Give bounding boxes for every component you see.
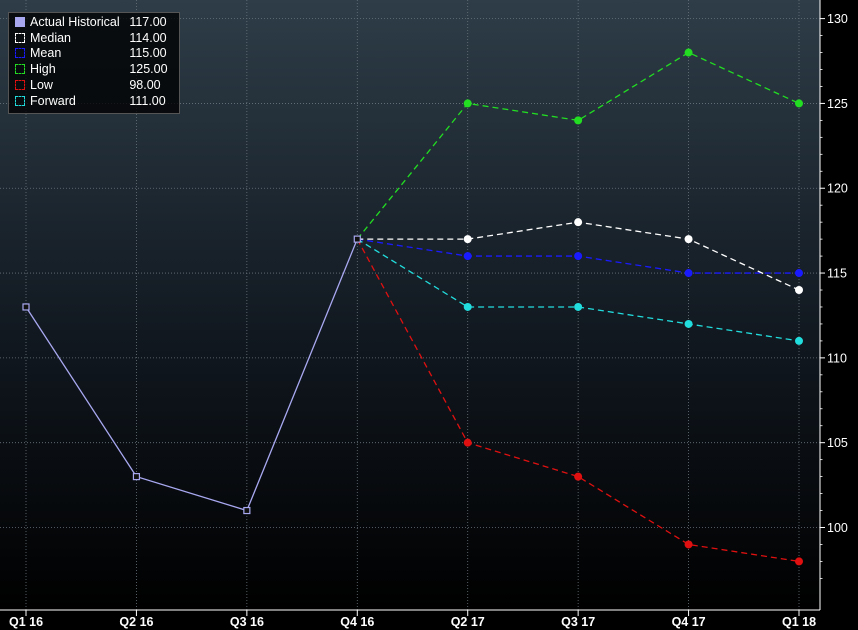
data-point[interactable]	[684, 540, 693, 549]
x-axis-background	[0, 610, 858, 630]
data-point[interactable]	[353, 235, 361, 243]
y-tick-label: 105	[827, 436, 848, 450]
x-tick-label: Q1 18	[782, 615, 816, 629]
data-point[interactable]	[684, 235, 693, 244]
data-point[interactable]	[574, 218, 583, 227]
data-point[interactable]	[574, 302, 583, 311]
y-tick-label: 120	[827, 182, 848, 196]
y-tick-label: 115	[827, 267, 847, 281]
series-layer	[22, 48, 803, 566]
data-point[interactable]	[684, 48, 693, 57]
data-point[interactable]	[795, 557, 803, 566]
data-point[interactable]	[463, 235, 472, 244]
legend-swatch	[15, 16, 25, 27]
x-tick-label: Q2 16	[119, 615, 153, 629]
y-axis-background	[820, 0, 858, 630]
x-tick-label: Q3 16	[230, 615, 264, 629]
series-high	[356, 48, 803, 240]
data-point[interactable]	[795, 286, 803, 295]
legend-swatch	[15, 95, 25, 106]
data-point[interactable]	[132, 473, 141, 481]
series-line	[356, 238, 800, 563]
data-point[interactable]	[574, 252, 583, 261]
legend-label: High	[30, 62, 56, 77]
data-point[interactable]	[463, 302, 472, 311]
legend-item[interactable]: Forward 111.00	[15, 93, 179, 109]
legend-value: 98.00	[129, 78, 161, 93]
legend-value: 117.00	[129, 14, 167, 29]
y-tick-label: 110	[827, 351, 847, 365]
series-mean	[357, 238, 803, 278]
x-tick-label: Q4 17	[672, 615, 706, 629]
legend-value: 114.00	[129, 30, 167, 45]
x-tick-label: Q1 16	[9, 615, 43, 629]
data-point[interactable]	[574, 472, 583, 481]
legend-swatch	[15, 64, 25, 75]
data-point[interactable]	[463, 252, 472, 261]
series-line	[25, 238, 358, 512]
y-tick-label: 125	[827, 97, 848, 111]
series-median	[357, 218, 803, 295]
series-low	[356, 238, 803, 566]
legend-swatch	[15, 80, 25, 91]
y-tick-label: 100	[827, 521, 848, 535]
series-actual-historical	[22, 235, 361, 515]
data-point[interactable]	[463, 438, 472, 447]
legend-item[interactable]: Median 114.00	[15, 30, 179, 46]
x-tick-label: Q2 17	[451, 615, 485, 629]
legend-item[interactable]: Mean 115.00	[15, 46, 179, 62]
legend-swatch	[15, 48, 25, 59]
data-point[interactable]	[243, 506, 251, 515]
legend-label: Forward	[30, 93, 76, 108]
series-forward	[356, 238, 803, 345]
data-point[interactable]	[795, 269, 803, 278]
legend-item[interactable]: High 125.00	[15, 61, 179, 77]
legend-item[interactable]: Low 98.00	[15, 77, 179, 93]
data-point[interactable]	[795, 336, 803, 345]
legend-label: Median	[30, 30, 71, 45]
x-tick-label: Q3 17	[561, 615, 595, 629]
data-point[interactable]	[684, 319, 693, 328]
legend-label: Mean	[30, 46, 62, 61]
y-tick-label: 130	[827, 12, 848, 26]
data-point[interactable]	[463, 99, 472, 108]
legend-item[interactable]: Actual Historical 117.00	[15, 14, 179, 30]
legend-value: 111.00	[129, 93, 166, 108]
data-point[interactable]	[22, 303, 30, 311]
data-point[interactable]	[795, 99, 803, 108]
data-point[interactable]	[684, 269, 693, 278]
legend[interactable]: Actual Historical 117.00 Median 114.00 Mean 1…	[8, 12, 180, 114]
legend-value: 125.00	[129, 62, 168, 77]
x-tick-label: Q4 16	[340, 615, 374, 629]
legend-value: 115.00	[129, 46, 167, 61]
legend-swatch	[15, 32, 25, 43]
legend-label: Actual Historical	[30, 14, 120, 29]
data-point[interactable]	[574, 116, 583, 125]
legend-label: Low	[30, 78, 53, 93]
